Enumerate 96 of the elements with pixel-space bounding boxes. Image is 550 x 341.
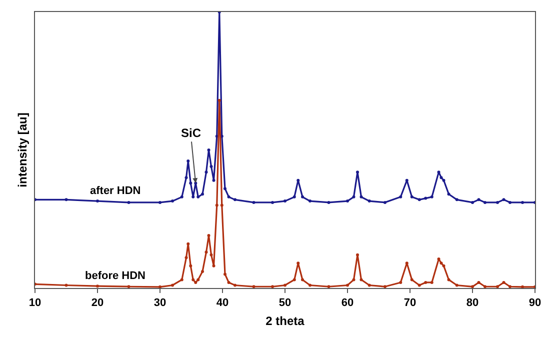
point xyxy=(189,264,192,268)
point xyxy=(447,192,450,196)
point xyxy=(184,256,188,260)
point xyxy=(442,178,446,182)
annotation: SiC xyxy=(181,126,202,140)
point xyxy=(327,200,330,204)
point xyxy=(127,200,130,204)
x-tick-label: 50 xyxy=(278,297,292,310)
point xyxy=(440,262,443,265)
point xyxy=(127,285,130,288)
point xyxy=(210,253,213,256)
series-label: after HDN xyxy=(90,185,141,197)
point xyxy=(64,198,68,202)
point xyxy=(352,195,356,198)
point xyxy=(447,278,450,282)
x-axis-title: 2 theta xyxy=(266,314,305,328)
point xyxy=(455,198,458,202)
x-tick-label: 30 xyxy=(154,297,166,310)
x-tick-label: 60 xyxy=(341,297,354,310)
point xyxy=(224,272,226,276)
point xyxy=(437,170,440,174)
point xyxy=(212,264,216,268)
point xyxy=(234,198,236,202)
point xyxy=(189,182,192,185)
point xyxy=(96,284,99,288)
point xyxy=(292,278,296,282)
x-tick-label: 40 xyxy=(216,297,229,310)
x-tick-label: 10 xyxy=(28,297,42,310)
point xyxy=(234,284,236,287)
point xyxy=(196,195,200,198)
point xyxy=(196,278,200,282)
point xyxy=(418,198,421,202)
y-axis-title: intensity [au] xyxy=(15,112,30,188)
point xyxy=(502,198,506,202)
point xyxy=(424,196,428,200)
point xyxy=(296,262,300,265)
point xyxy=(356,253,359,256)
point xyxy=(356,170,359,174)
point xyxy=(224,187,226,190)
point xyxy=(430,195,434,198)
point xyxy=(207,234,210,238)
point xyxy=(405,178,408,182)
point xyxy=(252,200,256,204)
point xyxy=(180,278,184,282)
point xyxy=(440,176,443,180)
point xyxy=(186,242,190,246)
point xyxy=(180,195,184,198)
point xyxy=(410,278,414,282)
x-tick-label: 90 xyxy=(528,297,542,310)
point xyxy=(360,278,363,282)
point xyxy=(184,176,188,180)
point xyxy=(368,284,371,287)
point xyxy=(437,258,440,261)
x-tick-label: 70 xyxy=(404,297,416,310)
point xyxy=(194,280,198,284)
series-label: before HDN xyxy=(85,270,146,282)
point xyxy=(301,278,304,282)
point xyxy=(186,160,190,163)
point xyxy=(455,284,458,287)
point xyxy=(477,280,480,284)
point xyxy=(399,280,402,284)
point xyxy=(204,250,208,254)
point xyxy=(192,278,195,282)
point xyxy=(64,284,68,287)
point xyxy=(207,148,210,152)
point xyxy=(346,284,349,287)
point xyxy=(301,195,304,198)
point xyxy=(252,285,256,288)
point xyxy=(171,284,174,287)
point xyxy=(215,204,218,207)
point xyxy=(192,195,195,198)
point xyxy=(212,178,216,182)
point xyxy=(352,278,356,282)
point xyxy=(442,264,446,268)
point xyxy=(368,200,371,203)
point xyxy=(502,280,506,284)
x-tick-label: 80 xyxy=(466,297,479,310)
point xyxy=(284,284,286,287)
point xyxy=(477,198,480,202)
point xyxy=(399,195,402,198)
x-tick-label: 20 xyxy=(91,297,104,310)
point xyxy=(204,170,208,174)
point xyxy=(405,262,408,265)
point xyxy=(308,284,312,287)
point xyxy=(201,192,204,196)
point xyxy=(227,280,230,284)
point xyxy=(218,98,221,102)
point xyxy=(292,195,296,198)
point xyxy=(360,195,363,198)
point xyxy=(220,204,224,207)
point xyxy=(210,165,213,168)
point xyxy=(227,195,230,198)
point xyxy=(410,195,414,198)
point xyxy=(418,284,421,287)
point xyxy=(296,178,300,182)
point xyxy=(327,285,330,288)
